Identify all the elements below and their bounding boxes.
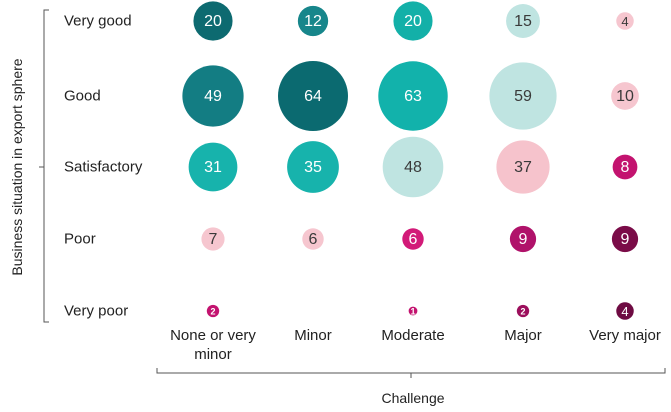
- bubble: [193, 1, 233, 41]
- bubble-label: 8: [621, 159, 630, 176]
- bubble-label: 48: [404, 159, 422, 176]
- bubble: [206, 304, 220, 318]
- bubble-label: 37: [514, 159, 532, 176]
- bubble-label: 2: [520, 307, 525, 317]
- bubble-label: 4: [621, 14, 628, 29]
- row-label: Satisfactory: [64, 158, 143, 176]
- bubble-label: 2: [210, 307, 215, 317]
- bubble-label: 15: [514, 13, 532, 30]
- bubble-label: 10: [616, 88, 634, 105]
- column-label: Moderate: [381, 327, 445, 344]
- bubble: [506, 4, 540, 38]
- bubble: [402, 228, 424, 250]
- column-label: Very major: [589, 327, 661, 344]
- bubble-label: 4: [621, 304, 628, 319]
- x-bracket: [156, 368, 666, 378]
- bubble-label: 9: [519, 231, 528, 248]
- bubble-label: 49: [204, 88, 222, 105]
- bubble: [201, 227, 225, 251]
- column-label: Minor: [294, 327, 332, 344]
- bubble-label: 31: [204, 159, 222, 176]
- bubble: [516, 304, 530, 318]
- bubble: [408, 306, 418, 316]
- y-bracket-line: [43, 9, 49, 323]
- bubble-label: 9: [621, 231, 630, 248]
- bubble: [297, 5, 329, 37]
- bubble-label: 20: [404, 13, 422, 30]
- row-label: Very good: [64, 12, 132, 30]
- bubble: [393, 1, 433, 41]
- y-bracket: [39, 9, 49, 323]
- bubble: [489, 62, 557, 130]
- bubble: [612, 154, 638, 180]
- column-label: None or very minor: [170, 327, 256, 363]
- row-label: Poor: [64, 230, 96, 248]
- column-label: Major: [504, 327, 542, 344]
- bubble: [496, 140, 550, 194]
- bubble: [188, 142, 238, 192]
- bubble-label: 6: [409, 231, 418, 248]
- row-label: Good: [64, 87, 101, 105]
- bubble: [611, 82, 639, 110]
- bubble: [302, 228, 324, 250]
- bubble-label: 7: [209, 231, 218, 248]
- bubble: [287, 141, 339, 193]
- bubble-label: 12: [304, 13, 322, 30]
- bubble: [616, 12, 634, 30]
- bubble: [611, 225, 639, 253]
- bubble: [382, 136, 444, 198]
- bubble: [616, 302, 634, 320]
- bubble-label: 63: [404, 88, 422, 105]
- y-axis-label: Business situation in export sphere: [9, 58, 25, 276]
- bubble-label: 20: [204, 13, 222, 30]
- bubble-label: 64: [304, 88, 322, 105]
- row-label: Very poor: [64, 302, 129, 320]
- bubble-label: 59: [514, 88, 532, 105]
- x-axis-label: Challenge: [381, 390, 445, 406]
- bubble: [182, 65, 244, 127]
- bubble: [278, 61, 348, 131]
- bubble-label: 6: [309, 231, 318, 248]
- x-bracket-line: [156, 368, 666, 374]
- bubble: [378, 61, 448, 131]
- bubble-label: 1: [410, 307, 415, 317]
- bubble: [509, 225, 537, 253]
- bubble-label: 35: [304, 159, 322, 176]
